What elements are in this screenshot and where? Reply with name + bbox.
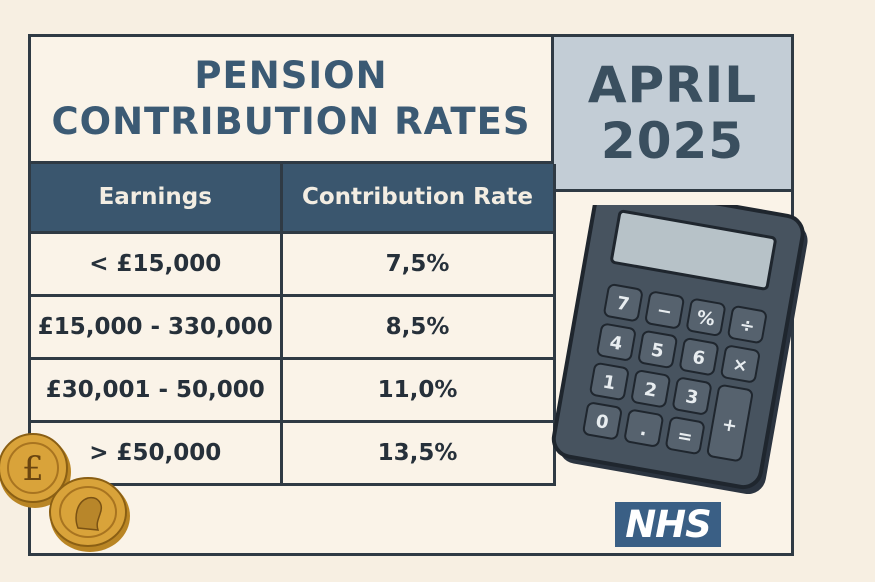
calculator-key — [665, 416, 705, 455]
rate-cell: 8,5% — [281, 295, 556, 360]
calculator-key-label: − — [655, 300, 674, 323]
calculator-key-label: 7 — [615, 293, 631, 316]
coins-illustration: £ — [0, 433, 130, 552]
calculator-key — [638, 330, 678, 369]
rate-cell: 11,0% — [281, 358, 556, 423]
pound-coin-symbol: £ — [22, 449, 44, 489]
calculator-keypad: 7 −% ÷ 4 5 6 × 1 2 3 +0. = — [582, 283, 767, 462]
table-header-row: Earnings Contribution Rate — [31, 164, 556, 234]
date-month: APRIL — [587, 56, 758, 114]
calculator-key-label: ÷ — [738, 314, 757, 337]
earnings-cell: £15,000 - 330,000 — [31, 295, 283, 360]
table-row: £30,001 - 50,000 11,0% — [31, 358, 556, 423]
calculator-key — [603, 283, 643, 322]
calculator-key — [645, 291, 685, 329]
table-row: £15,000 - 330,000 8,5% — [31, 295, 556, 360]
rate-cell: 7,5% — [281, 232, 556, 297]
calculator-key — [679, 337, 719, 376]
earnings-cell: £30,001 - 50,000 — [31, 358, 283, 423]
header-contribution-rate: Contribution Rate — [281, 164, 556, 234]
calculator-key-label: . — [638, 419, 648, 441]
calculator-key-label: 6 — [691, 347, 707, 370]
calculator-key-label: % — [695, 307, 716, 331]
date-year: 2025 — [600, 112, 745, 170]
calculator-key — [706, 384, 754, 462]
calculator-display — [610, 209, 777, 291]
calculator-key — [720, 345, 760, 383]
calculator-key-label: × — [731, 354, 750, 377]
calculator-key — [582, 402, 622, 440]
header-earnings: Earnings — [31, 164, 283, 234]
calculator-key-label: 4 — [608, 332, 624, 355]
nhs-logo: NHS — [615, 502, 721, 547]
rate-cell: 13,5% — [281, 421, 556, 486]
calculator-key-label: 0 — [594, 411, 610, 434]
calculator-illustration: 7 −% ÷ 4 5 6 × 1 2 3 +0. = — [551, 205, 808, 495]
calculator-key-label: = — [676, 425, 695, 448]
calculator-key-label: 5 — [649, 339, 665, 362]
calculator-key — [727, 305, 767, 344]
calculator-key — [672, 377, 712, 415]
title-panel: PENSION CONTRIBUTION RATES — [31, 37, 554, 164]
calculator-key — [589, 362, 629, 401]
title-line-1: PENSION — [194, 54, 388, 97]
pension-rates-card: PENSION CONTRIBUTION RATES APRIL 2025 Ea… — [28, 34, 794, 556]
table-row: < £15,000 7,5% — [31, 232, 556, 297]
table-row: > £50,000 13,5% — [31, 421, 556, 486]
earnings-cell: > £50,000 — [31, 421, 283, 486]
calculator-key — [686, 298, 726, 337]
calculator-key-label: 2 — [642, 379, 658, 402]
calculator-key — [596, 323, 636, 361]
earnings-cell: < £15,000 — [31, 232, 283, 297]
calculator-key-label: 3 — [684, 386, 700, 409]
title-line-2: CONTRIBUTION RATES — [51, 100, 531, 143]
calculator-key — [631, 370, 671, 408]
calculator-key — [624, 409, 664, 447]
queen-portrait-icon — [75, 496, 102, 531]
rates-table: Earnings Contribution Rate < £15,000 7,5… — [31, 164, 556, 486]
date-panel: APRIL 2025 — [554, 37, 791, 192]
calculator-key-label: + — [720, 414, 739, 437]
calculator-key-label: 1 — [601, 372, 617, 395]
